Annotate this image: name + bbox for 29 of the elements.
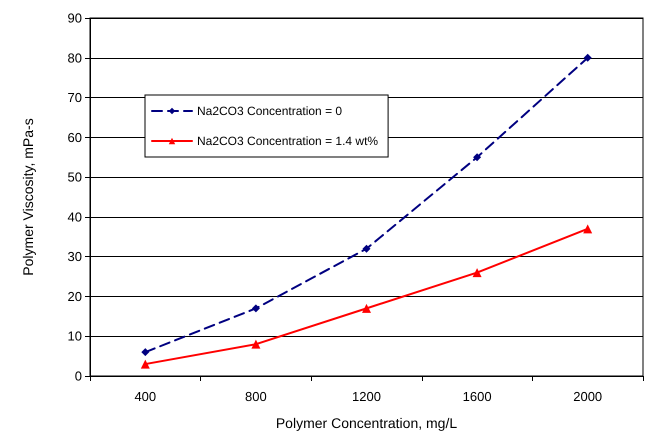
y-tick-label: 10 [68, 328, 82, 344]
y-tick-label: 0 [74, 368, 82, 384]
point [583, 224, 592, 234]
y-tick-label: 60 [68, 130, 82, 145]
y-tick-label: 70 [68, 90, 82, 106]
y-tick-label: 80 [68, 50, 82, 66]
x-tick-label: 400 [134, 389, 156, 404]
y-tick-label: 50 [68, 170, 82, 185]
point [140, 360, 150, 369]
point [141, 348, 150, 356]
legend-label: Na2CO3 Concentration = 1.4 wt% [197, 134, 378, 148]
point [584, 54, 592, 62]
y-tick-label: 30 [68, 249, 82, 264]
point [362, 304, 371, 313]
y-tick-label: 20 [68, 288, 82, 304]
x-tick-label: 800 [245, 389, 267, 404]
point [252, 304, 260, 312]
x-tick-label: 1600 [462, 389, 492, 404]
x-tick-label: 1200 [352, 389, 381, 404]
point [251, 340, 260, 349]
x-axis-title: Polymer Concentration, mg/L [276, 415, 458, 431]
point [472, 268, 482, 278]
x-tick-label: 2000 [573, 389, 602, 404]
y-axis-title: Polymer Viscosity, mPa-s [20, 118, 36, 276]
y-tick-label: 90 [68, 10, 82, 26]
legend-label: Na2CO3 Concentration = 0 [197, 104, 342, 118]
point [473, 153, 482, 162]
y-tick-label: 40 [68, 209, 82, 224]
point [362, 244, 370, 253]
